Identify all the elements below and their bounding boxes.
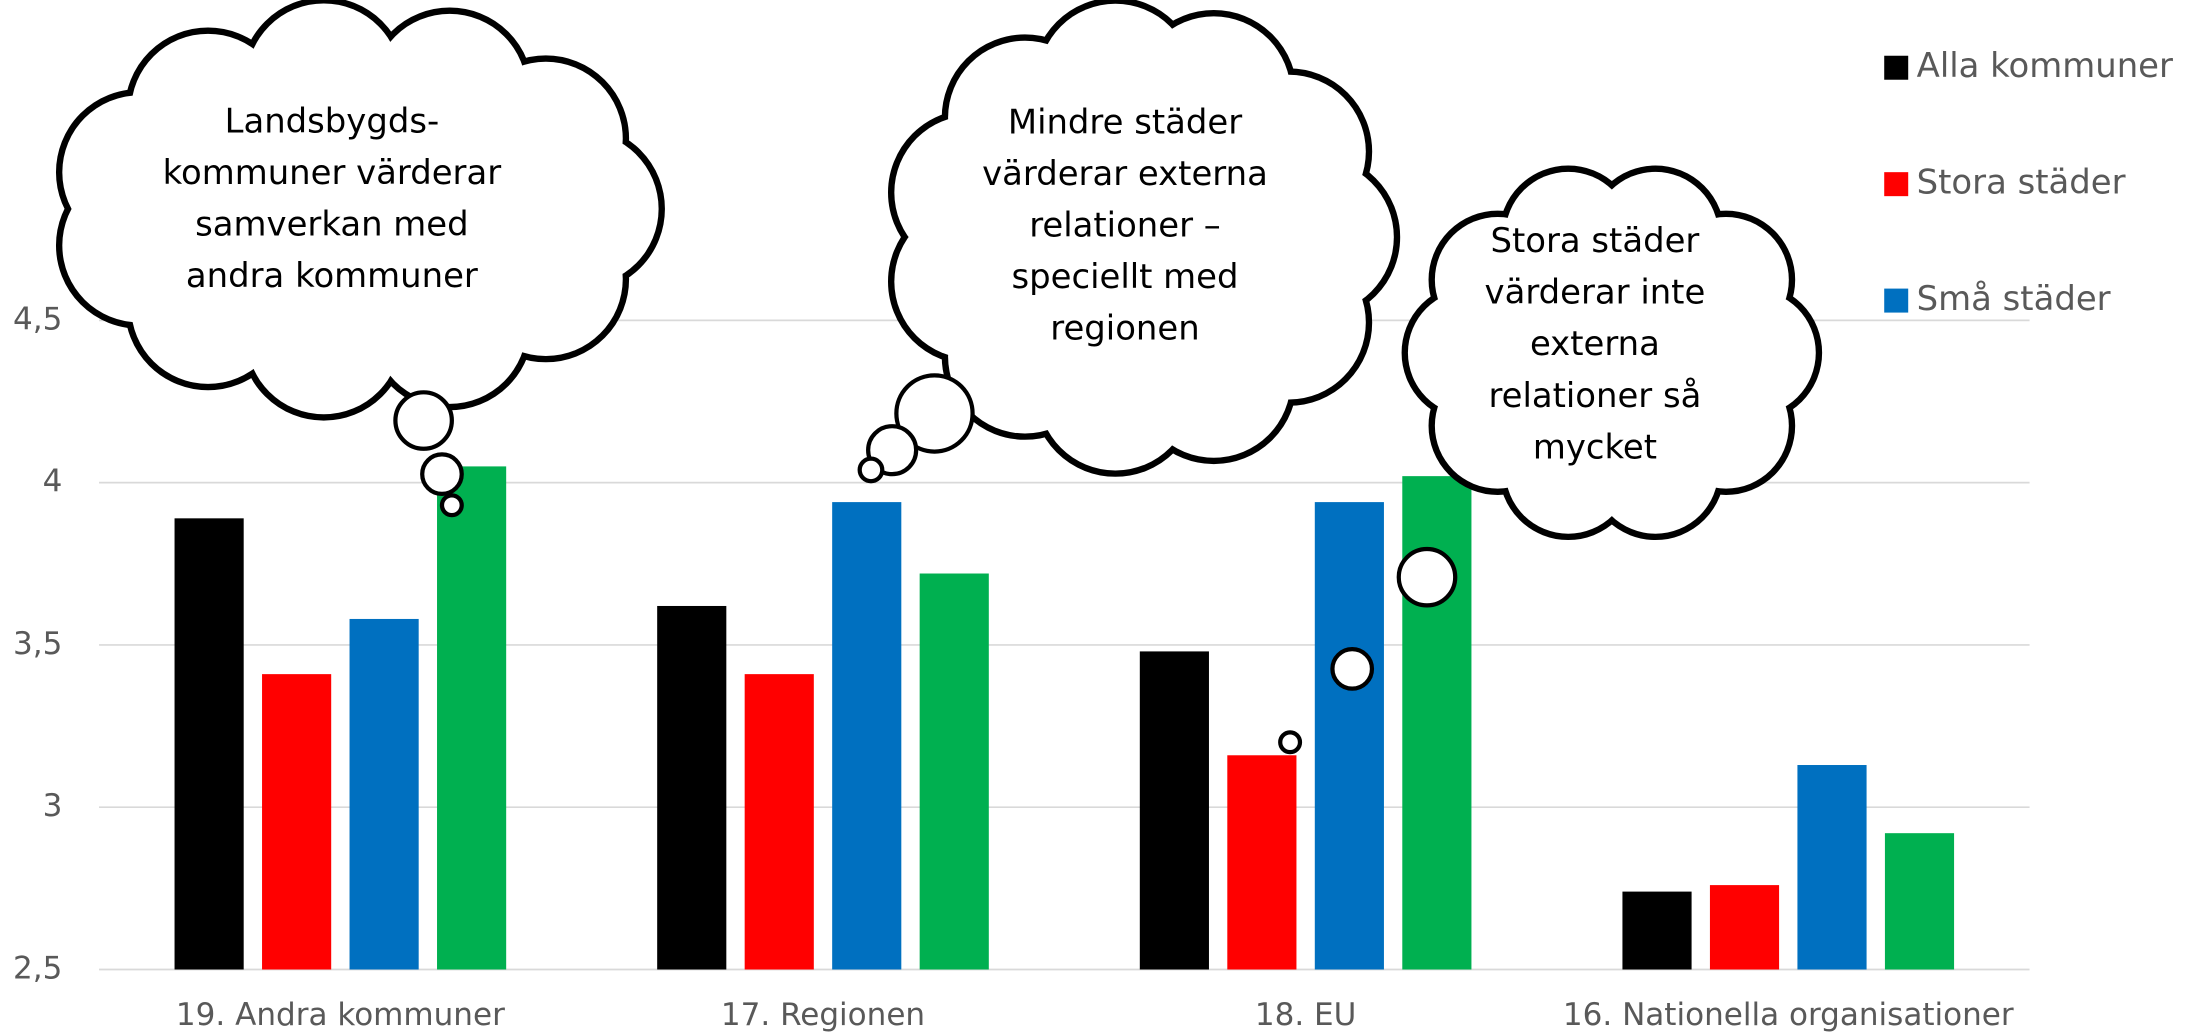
y-tick-label: 4 bbox=[43, 464, 63, 500]
cloud-fill bbox=[130, 79, 582, 339]
thought-bubble bbox=[894, 373, 975, 454]
bar bbox=[744, 674, 814, 970]
bar bbox=[1884, 833, 1955, 970]
annotation-text: värderar inte bbox=[1485, 273, 1706, 312]
bar bbox=[262, 674, 332, 970]
legend-swatch bbox=[1884, 172, 1909, 197]
annotation-text: värderar externa bbox=[982, 154, 1268, 193]
bar bbox=[657, 605, 727, 970]
annotation-text: relationer – bbox=[1029, 206, 1220, 245]
bar bbox=[1709, 885, 1780, 970]
thought-bubble bbox=[1396, 546, 1458, 608]
annotation-text: regionen bbox=[1050, 309, 1199, 348]
y-tick-label: 4,5 bbox=[13, 301, 62, 337]
annotation-text: Landsbygds- bbox=[225, 101, 440, 140]
thought-bubble bbox=[1278, 730, 1303, 755]
annotation-text: samverkan med bbox=[195, 204, 468, 243]
annotation-text: Mindre städer bbox=[1008, 103, 1242, 142]
thought-bubble bbox=[857, 456, 885, 484]
thought-bubble bbox=[393, 390, 454, 451]
bar bbox=[1139, 651, 1209, 970]
cloud-fill bbox=[1470, 228, 1753, 477]
legend-label: Stora städer bbox=[1917, 163, 2126, 202]
bar bbox=[919, 573, 989, 970]
annotation-text: kommuner värderar bbox=[163, 153, 502, 192]
x-tick-label: 18. EU bbox=[1255, 997, 1357, 1033]
x-tick-label: 19. Andra kommuner bbox=[176, 997, 505, 1033]
annotation-text: speciellt med bbox=[1011, 257, 1238, 296]
bar bbox=[1314, 502, 1384, 970]
bar bbox=[1227, 755, 1297, 970]
y-tick-label: 3,5 bbox=[13, 626, 62, 662]
legend-label: Alla kommuner bbox=[1917, 46, 2173, 85]
x-tick-label: 17. Regionen bbox=[721, 997, 925, 1033]
bar bbox=[349, 618, 419, 970]
bar bbox=[832, 502, 902, 970]
bar bbox=[437, 466, 507, 970]
legend-swatch bbox=[1884, 55, 1909, 80]
cloud-fill bbox=[964, 79, 1317, 396]
thought-bubble bbox=[439, 493, 464, 518]
annotation-text: andra kommuner bbox=[186, 256, 478, 295]
bar bbox=[174, 518, 244, 970]
y-tick-label: 2,5 bbox=[13, 950, 62, 986]
annotation-text: relationer så bbox=[1488, 376, 1701, 415]
legend-label: Små städer bbox=[1917, 279, 2111, 318]
bar bbox=[1797, 765, 1867, 970]
legend-swatch bbox=[1884, 288, 1909, 313]
annotation-text: Stora städer bbox=[1491, 221, 1700, 260]
thought-bubble bbox=[420, 452, 464, 497]
y-tick-label: 3 bbox=[43, 788, 63, 824]
thought-bubble bbox=[1330, 647, 1375, 691]
bar bbox=[1622, 891, 1692, 970]
annotation-text: mycket bbox=[1533, 427, 1657, 466]
x-tick-label: 16. Nationella organisationer bbox=[1563, 997, 2014, 1033]
annotation-text: externa bbox=[1530, 324, 1660, 363]
